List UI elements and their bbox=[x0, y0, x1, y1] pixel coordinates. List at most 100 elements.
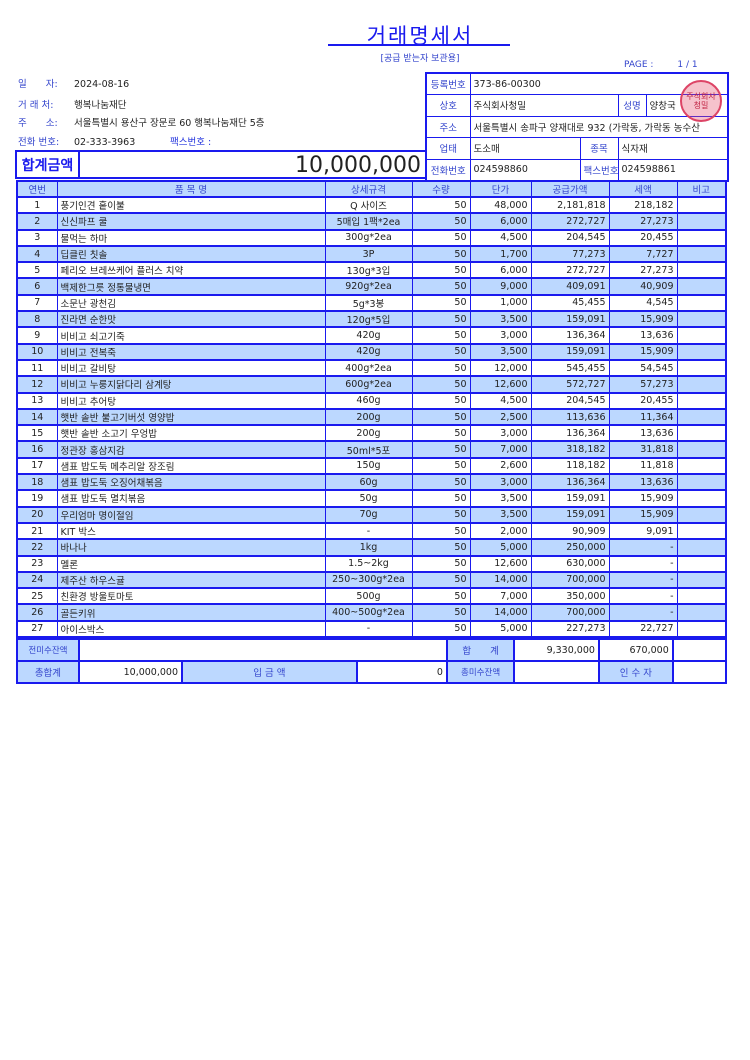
col-supply-amount: 250,000 bbox=[530, 538, 610, 557]
col-no: 14 bbox=[16, 407, 58, 426]
header-col-tax: 세액 bbox=[608, 180, 678, 198]
col-no: 11 bbox=[16, 358, 58, 377]
col-unit-price: 2,000 bbox=[469, 521, 532, 540]
total-amount-box: 합계금액 10,000,000 bbox=[15, 150, 427, 179]
col-qty: 50 bbox=[411, 277, 471, 296]
client-label: 거 래 처: bbox=[18, 100, 54, 111]
col-spec: - bbox=[324, 521, 413, 540]
col-unit-price: 3,000 bbox=[469, 326, 532, 345]
col-tax: 31,818 bbox=[608, 440, 678, 459]
buyer-phone: 전화 번호: 02-333-3963 팩스번호 : bbox=[18, 134, 211, 148]
col-note bbox=[676, 342, 727, 361]
table-row: 15 햇반 솥반 소고기 우엉밥 200g 50 3,000 136,364 13,636 bbox=[16, 424, 727, 442]
col-supply-amount: 136,364 bbox=[530, 473, 610, 491]
col-qty: 50 bbox=[411, 228, 471, 247]
table-row: 6 백제한그릇 정통물냉면 920g*2ea 50 9,000 409,091 40,909 bbox=[16, 277, 727, 296]
buyer-address: 주 소: 서울특별시 용산구 장문로 60 행복나눔재단 5층 bbox=[18, 115, 265, 129]
table-row: 2 신신파프 쿨 5매입 1팩*2ea 50 6,000 272,727 27,273 bbox=[16, 212, 727, 231]
col-unit-price: 7,000 bbox=[469, 440, 532, 459]
col-spec: 400g*2ea bbox=[324, 358, 413, 377]
col-item-name: 비비고 추어탕 bbox=[56, 391, 326, 410]
col-no: 7 bbox=[16, 293, 58, 312]
title-underline bbox=[328, 44, 510, 46]
table-row: 7 소문난 광천김 5g*3봉 50 1,000 45,455 4,545 bbox=[16, 293, 727, 312]
col-unit-price: 48,000 bbox=[469, 195, 532, 214]
col-spec: Q 사이즈 bbox=[324, 195, 413, 214]
col-unit-price: 6,000 bbox=[469, 212, 532, 231]
address-label: 주 소: bbox=[18, 118, 58, 129]
col-supply-amount: 204,545 bbox=[530, 391, 610, 410]
col-supply-amount: 318,182 bbox=[530, 440, 610, 459]
sum-tax: 670,000 bbox=[597, 638, 674, 662]
col-no: 27 bbox=[16, 619, 58, 638]
col-note bbox=[676, 440, 727, 459]
table-row: 1 풍기인견 홑이불 Q 사이즈 50 48,000 2,181,818 218,182 bbox=[16, 195, 727, 214]
header-col-note: 비고 bbox=[676, 180, 727, 198]
table-row: 4 딥클린 칫솔 3P 50 1,700 77,273 7,727 bbox=[16, 244, 727, 263]
col-qty: 50 bbox=[411, 407, 471, 426]
date-label: 일 자: bbox=[18, 79, 58, 90]
type-label: 종목 bbox=[579, 137, 619, 160]
col-note bbox=[676, 538, 727, 557]
col-no: 24 bbox=[16, 570, 58, 589]
client-value: 행복나눔재단 bbox=[74, 100, 127, 111]
col-qty: 50 bbox=[411, 244, 471, 263]
deposit-label: 입 금 액 bbox=[181, 660, 358, 684]
table-row: 14 햇반 솥반 불고기버섯 영양밥 200g 50 2,500 113,636 11,36… bbox=[16, 407, 727, 426]
company-seal-stamp: 주식회사 청밀 bbox=[680, 80, 722, 122]
col-item-name: KIT 박스 bbox=[56, 521, 326, 540]
col-supply-amount: 204,545 bbox=[530, 228, 610, 247]
col-qty: 50 bbox=[411, 570, 471, 589]
items-table: 연번 품 목 명 상세규격 수량 단가 공급가액 세액 비고 1 풍기인견 홑이불 Q 사이즈 50… bbox=[16, 180, 727, 639]
col-unit-price: 12,000 bbox=[469, 358, 532, 377]
col-qty: 50 bbox=[411, 603, 471, 622]
col-supply-amount: 113,636 bbox=[530, 407, 610, 426]
col-spec: 920g*2ea bbox=[324, 277, 413, 296]
col-spec: 50ml*5포 bbox=[324, 440, 413, 459]
col-qty: 50 bbox=[411, 195, 471, 214]
prev-balance-value bbox=[77, 638, 448, 662]
col-tax: 15,909 bbox=[608, 505, 678, 524]
col-no: 15 bbox=[16, 424, 58, 442]
col-no: 23 bbox=[16, 554, 58, 573]
col-note bbox=[676, 391, 727, 410]
col-supply-amount: 118,182 bbox=[530, 456, 610, 475]
col-spec: 130g*3입 bbox=[324, 261, 413, 279]
col-supply-amount: 90,909 bbox=[530, 521, 610, 540]
col-tax: 218,182 bbox=[608, 195, 678, 214]
col-tax: 20,455 bbox=[608, 391, 678, 410]
col-qty: 50 bbox=[411, 554, 471, 573]
col-qty: 50 bbox=[411, 440, 471, 459]
prev-balance-label: 전미수잔액 bbox=[16, 638, 80, 662]
addr-label: 주소 bbox=[425, 115, 471, 138]
sum-label: 합 계 bbox=[445, 638, 516, 662]
date-value: 2024-08-16 bbox=[74, 79, 130, 90]
table-row: 18 샘표 밥도둑 오징어채볶음 60g 50 3,000 136,364 13,636 bbox=[16, 473, 727, 491]
col-item-name: 페리오 브레쓰케어 플러스 치약 bbox=[56, 261, 326, 279]
total-amount-label: 합계금액 bbox=[17, 152, 80, 177]
col-qty: 50 bbox=[411, 619, 471, 638]
col-unit-price: 12,600 bbox=[469, 554, 532, 573]
table-row: 11 비비고 갈비탕 400g*2ea 50 12,000 545,455 54,545 bbox=[16, 358, 727, 377]
col-item-name: 샘표 밥도둑 멸치볶음 bbox=[56, 489, 326, 508]
col-unit-price: 4,500 bbox=[469, 228, 532, 247]
col-unit-price: 4,500 bbox=[469, 391, 532, 410]
col-tax: 54,545 bbox=[608, 358, 678, 377]
col-item-name: 아이스박스 bbox=[56, 619, 326, 638]
sum-note bbox=[671, 638, 728, 662]
col-note bbox=[676, 310, 727, 328]
col-no: 13 bbox=[16, 391, 58, 410]
supplier-phone-label: 전화번호 bbox=[425, 158, 471, 181]
receiver-label: 인 수 자 bbox=[597, 660, 674, 684]
page-indicator: PAGE : 1 / 1 bbox=[624, 60, 698, 70]
table-row: 3 물먹는 하마 300g*2ea 50 4,500 204,545 20,455 bbox=[16, 228, 727, 247]
buyer-client: 거 래 처: 행복나눔재단 bbox=[18, 97, 126, 111]
col-note bbox=[676, 358, 727, 377]
col-spec: 150g bbox=[324, 456, 413, 475]
col-no: 21 bbox=[16, 521, 58, 540]
col-no: 18 bbox=[16, 473, 58, 491]
biz-label: 업태 bbox=[425, 137, 471, 160]
col-tax: 15,909 bbox=[608, 310, 678, 328]
col-qty: 50 bbox=[411, 473, 471, 491]
col-tax: 7,727 bbox=[608, 244, 678, 263]
